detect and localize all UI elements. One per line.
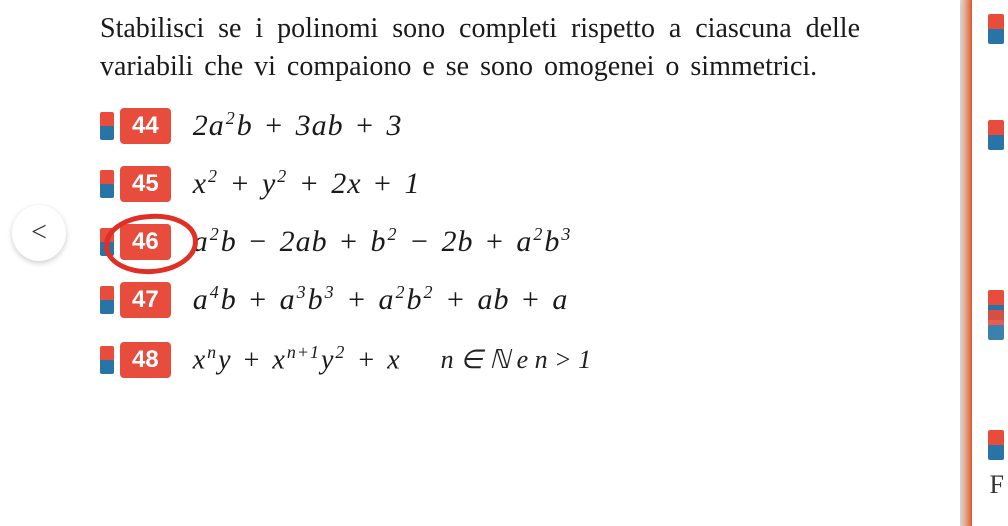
bookmark-flag-icon	[988, 310, 1004, 340]
exercise-45: 45 x2 + y2 + 2x + 1	[100, 166, 860, 202]
exercise-number-badge: 48	[120, 342, 171, 378]
page-flag-icon	[100, 228, 114, 256]
exercise-number-badge: 47	[120, 282, 171, 318]
page-flag-icon	[100, 170, 114, 198]
exercise-48-formula: xny + xn+1y2 + x	[193, 342, 401, 376]
exercise-48-partial: 48 xny + xn+1y2 + x n ∈ ℕ e n > 1	[100, 340, 860, 380]
right-letter: F	[990, 470, 1004, 500]
page-flag-icon	[100, 286, 114, 314]
bookmark-flag-icon	[988, 120, 1004, 150]
exercise-47: 47 a4b + a3b3 + a2b2 + ab + a	[100, 282, 860, 318]
chevron-left-icon: <	[31, 217, 47, 249]
exercise-number-badge-circled: 46	[120, 224, 171, 260]
exercise-45-formula: x2 + y2 + 2x + 1	[193, 166, 421, 201]
exercise-number-badge: 44	[120, 108, 171, 144]
exercise-46: 46 a2b − 2ab + b2 − 2b + a2b3	[100, 224, 860, 260]
bookmark-flag-icon	[988, 430, 1004, 460]
exercise-47-formula: a4b + a3b3 + a2b2 + ab + a	[193, 282, 569, 317]
exercise-number-badge: 45	[120, 166, 171, 202]
prev-page-button[interactable]: <	[12, 205, 66, 261]
page-flag-icon	[100, 112, 114, 140]
page-flag-icon	[100, 346, 114, 374]
exercise-46-formula: a2b − 2ab + b2 − 2b + a2b3	[193, 224, 573, 259]
right-sidebar: F	[972, 0, 1008, 526]
textbook-page: Stabilisci se i polinomi sono completi r…	[0, 0, 960, 526]
bookmark-flag-icon	[988, 14, 1004, 44]
exercise-44: 44 2a2b + 3ab + 3	[100, 108, 860, 144]
exercise-44-formula: 2a2b + 3ab + 3	[193, 108, 403, 143]
instruction-text: Stabilisci se i polinomi sono completi r…	[100, 10, 860, 86]
exercise-48-condition: n ∈ ℕ e n > 1	[441, 345, 592, 375]
page-edge-decoration	[960, 0, 972, 526]
